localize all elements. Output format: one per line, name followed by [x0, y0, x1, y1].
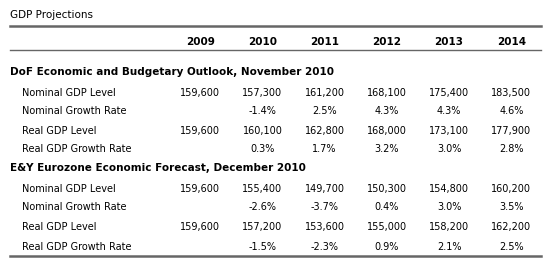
Text: 159,600: 159,600	[180, 222, 220, 232]
Text: 173,100: 173,100	[429, 126, 469, 136]
Text: 4.3%: 4.3%	[437, 106, 461, 116]
Text: 160,100: 160,100	[243, 126, 282, 136]
Text: 2010: 2010	[248, 37, 277, 47]
Text: 177,900: 177,900	[491, 126, 531, 136]
Text: Nominal Growth Rate: Nominal Growth Rate	[22, 202, 126, 212]
Text: 161,200: 161,200	[305, 88, 345, 98]
Text: 175,400: 175,400	[429, 88, 469, 98]
Text: -2.3%: -2.3%	[311, 242, 339, 252]
Text: Nominal GDP Level: Nominal GDP Level	[22, 88, 115, 98]
Text: 162,200: 162,200	[491, 222, 531, 232]
Text: 2014: 2014	[497, 37, 526, 47]
Text: Real GDP Level: Real GDP Level	[22, 126, 96, 136]
Text: 3.0%: 3.0%	[437, 202, 461, 212]
Text: 2012: 2012	[373, 37, 401, 47]
Text: 2.5%: 2.5%	[499, 242, 523, 252]
Text: Real GDP Growth Rate: Real GDP Growth Rate	[22, 144, 131, 154]
Text: 4.6%: 4.6%	[499, 106, 523, 116]
Text: 0.3%: 0.3%	[250, 144, 275, 154]
Text: 168,000: 168,000	[367, 126, 407, 136]
Text: 162,800: 162,800	[305, 126, 345, 136]
Text: Real GDP Growth Rate: Real GDP Growth Rate	[22, 242, 131, 252]
Text: Real GDP Level: Real GDP Level	[22, 222, 96, 232]
Text: 4.3%: 4.3%	[375, 106, 399, 116]
Text: -3.7%: -3.7%	[311, 202, 339, 212]
Text: 2013: 2013	[435, 37, 463, 47]
Text: 168,100: 168,100	[367, 88, 407, 98]
Text: 159,600: 159,600	[180, 184, 220, 194]
Text: -2.6%: -2.6%	[249, 202, 276, 212]
Text: E&Y Eurozone Economic Forecast, December 2010: E&Y Eurozone Economic Forecast, December…	[10, 163, 306, 173]
Text: 2009: 2009	[186, 37, 215, 47]
Text: 183,500: 183,500	[491, 88, 531, 98]
Text: 0.9%: 0.9%	[375, 242, 399, 252]
Text: 154,800: 154,800	[429, 184, 469, 194]
Text: 3.0%: 3.0%	[437, 144, 461, 154]
Text: 159,600: 159,600	[180, 126, 220, 136]
Text: -1.4%: -1.4%	[249, 106, 276, 116]
Text: DoF Economic and Budgetary Outlook, November 2010: DoF Economic and Budgetary Outlook, Nove…	[10, 67, 334, 77]
Text: 150,300: 150,300	[367, 184, 407, 194]
Text: 149,700: 149,700	[305, 184, 345, 194]
Text: 159,600: 159,600	[180, 88, 220, 98]
Text: 2.5%: 2.5%	[312, 106, 337, 116]
Text: 3.2%: 3.2%	[375, 144, 399, 154]
Text: 3.5%: 3.5%	[499, 202, 523, 212]
Text: 160,200: 160,200	[491, 184, 531, 194]
Text: 157,300: 157,300	[243, 88, 282, 98]
Text: Nominal Growth Rate: Nominal Growth Rate	[22, 106, 126, 116]
Text: -1.5%: -1.5%	[249, 242, 276, 252]
Text: 153,600: 153,600	[305, 222, 345, 232]
Text: 0.4%: 0.4%	[375, 202, 399, 212]
Text: 2011: 2011	[310, 37, 339, 47]
Text: Nominal GDP Level: Nominal GDP Level	[22, 184, 115, 194]
Text: 1.7%: 1.7%	[312, 144, 337, 154]
Text: 2.1%: 2.1%	[437, 242, 461, 252]
Text: 155,000: 155,000	[367, 222, 407, 232]
Text: 2.8%: 2.8%	[499, 144, 523, 154]
Text: 155,400: 155,400	[243, 184, 282, 194]
Text: 158,200: 158,200	[429, 222, 469, 232]
Text: 157,200: 157,200	[243, 222, 283, 232]
Text: GDP Projections: GDP Projections	[10, 10, 93, 20]
